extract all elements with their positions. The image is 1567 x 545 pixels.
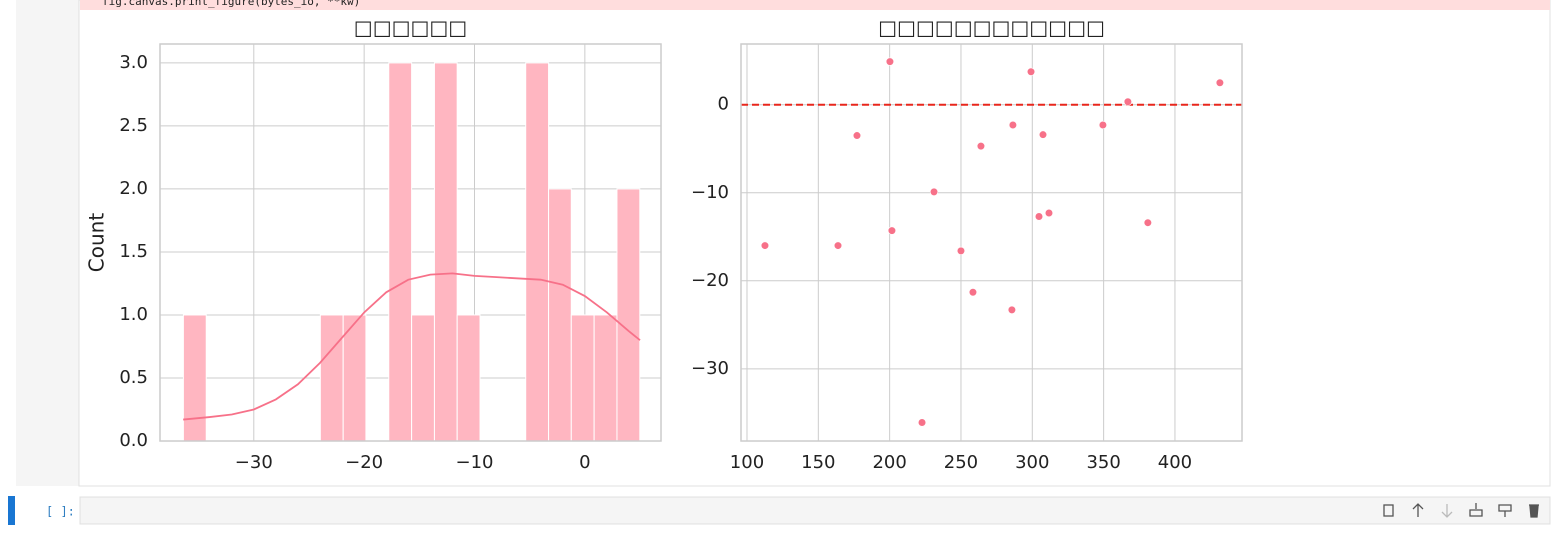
cell-gutter [16,0,79,486]
x-tick-label: 0 [579,452,590,473]
move-up-icon[interactable] [1412,503,1424,517]
axes-frame [159,43,662,442]
y-tick-label: 0.0 [119,430,148,451]
delete-icon[interactable] [1529,504,1539,518]
x-tick-label: 250 [944,452,978,473]
histogram-bar [433,62,458,442]
x-tick-label: 300 [1015,452,1049,473]
y-tick-label: −20 [691,270,729,291]
y-tick-label: 3.0 [119,52,148,73]
x-tick-label: 200 [872,452,906,473]
scatter-point [1123,97,1132,106]
code-cell[interactable] [79,496,1551,525]
x-tick-label: 150 [801,452,835,473]
y-tick-label: 1.5 [119,241,148,262]
scatter-point [968,288,978,297]
histogram-bar [388,62,413,442]
histogram-bar [548,188,572,442]
histogram-bar [319,314,344,442]
x-tick-label: 100 [730,452,764,473]
scatter-point [1007,305,1016,314]
y-tick-label: −10 [691,182,729,203]
y-tick-label: 2.0 [119,178,148,199]
histogram-bar [525,62,550,442]
scatter-point [1215,78,1224,87]
axes-frame [740,43,1243,442]
chart-title: □□□□□□ [354,16,467,40]
x-tick-label: −20 [345,452,383,473]
stderr-output [80,0,1550,10]
y-tick-label: 0 [718,94,729,115]
scatter-point [1026,67,1036,76]
scatter-point [929,187,939,196]
scatter-point [976,142,986,151]
duplicate-icon[interactable] [1383,504,1394,517]
histogram-bar [616,188,641,442]
active-cell-marker [8,496,15,525]
x-tick-label: 350 [1086,452,1120,473]
insert-above-icon[interactable] [1469,503,1483,517]
scatter-point [1034,212,1044,221]
y-tick-label: 2.5 [119,115,148,136]
scatter-point [760,241,770,250]
insert-below-icon[interactable] [1498,504,1512,517]
plot-area [741,44,1242,441]
kde-line [183,272,641,421]
scatter-point [917,418,927,427]
y-tick-label: 1.0 [119,304,148,325]
x-tick-label: −10 [456,452,494,473]
x-tick-label: −30 [235,452,273,473]
prompt: [ ]: [46,505,75,519]
scatter-point [852,131,862,140]
scatter-point [956,246,966,255]
histogram-bar [593,314,618,442]
y-axis-label: Count [85,213,109,273]
histogram-bar [342,314,367,442]
scatter-point [885,57,895,66]
scatter-point [1143,218,1152,227]
scatter-point [833,241,843,250]
y-tick-label: −30 [691,358,729,379]
cell-toolbar [1383,503,1539,518]
histogram-bar [182,314,207,442]
scatter-point [1038,130,1048,139]
histogram-bar [570,314,595,442]
x-tick-label: 400 [1158,452,1192,473]
chart-title: □□□□□□□□□□□□ [878,16,1105,40]
scatter-point [887,226,897,235]
histogram-bar [456,314,481,442]
scatter-point [1098,120,1108,130]
y-tick-label: 0.5 [119,367,148,388]
scatter-point [1008,120,1017,130]
move-down-icon[interactable] [1441,504,1453,518]
scatter-point [1044,208,1054,218]
code-line: fig.canvas.print_figure(bytes_io, **kw) [102,0,360,8]
histogram-bar [411,314,435,442]
